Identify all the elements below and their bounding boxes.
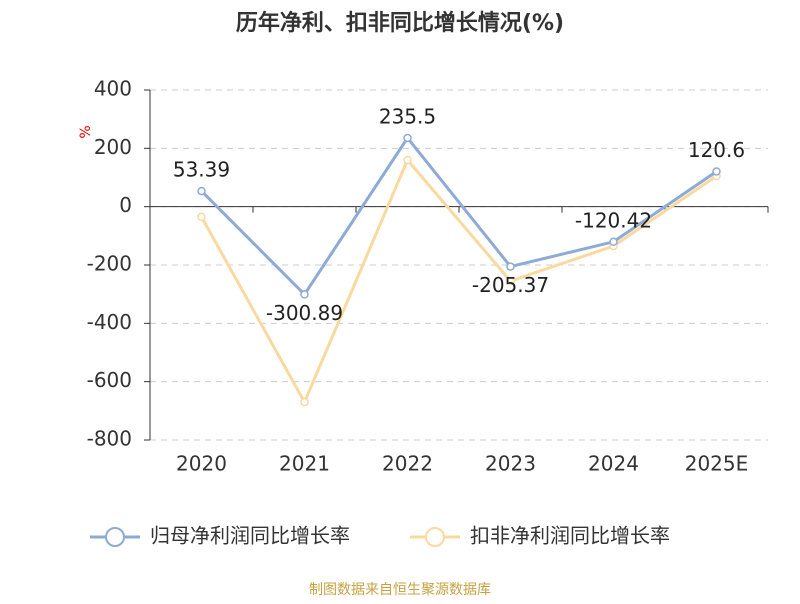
data-label: -120.42 [575, 208, 652, 232]
point [403, 155, 412, 165]
y-tick-label: 200 [94, 135, 132, 159]
y-tick-label: 0 [119, 193, 132, 217]
y-tick-label: -200 [87, 252, 132, 276]
series-line [200, 135, 718, 297]
point [609, 237, 618, 247]
y-unit: % [78, 125, 94, 138]
y-tick-label: -400 [87, 310, 132, 334]
data-label: 53.39 [173, 158, 230, 182]
data-label: 235.5 [379, 104, 436, 128]
point [506, 262, 515, 271]
x-tick-label: 2022 [382, 452, 433, 476]
chart-title: 历年净利、扣非同比增长情况(%) [236, 10, 564, 36]
y-tick-label: 400 [94, 77, 132, 101]
point [300, 290, 309, 299]
point [197, 186, 206, 196]
data-label: 120.6 [688, 138, 745, 162]
x-tick-label: 2025E [685, 452, 749, 476]
y-tick-label: -800 [87, 427, 132, 451]
point [506, 276, 515, 286]
x-tick-label: 2023 [485, 452, 536, 476]
point [300, 397, 309, 407]
legend-label: 扣非净利润同比增长率 [470, 524, 670, 548]
legend-marker [425, 527, 445, 547]
point [712, 167, 721, 176]
point [403, 133, 412, 143]
point [197, 212, 206, 222]
source: 制图数据来自恒生聚源数据库 [309, 582, 491, 598]
data-label: -300.89 [266, 301, 343, 325]
legend-label: 归母净利润同比增长率 [150, 524, 350, 548]
data-label: -205.37 [472, 273, 549, 297]
series-line [200, 157, 718, 406]
x-tick-label: 2021 [279, 452, 330, 476]
x-tick-label: 2020 [176, 452, 227, 476]
y-tick-label: -600 [87, 368, 132, 392]
legend-marker [105, 527, 125, 547]
x-tick-label: 2024 [588, 452, 639, 476]
